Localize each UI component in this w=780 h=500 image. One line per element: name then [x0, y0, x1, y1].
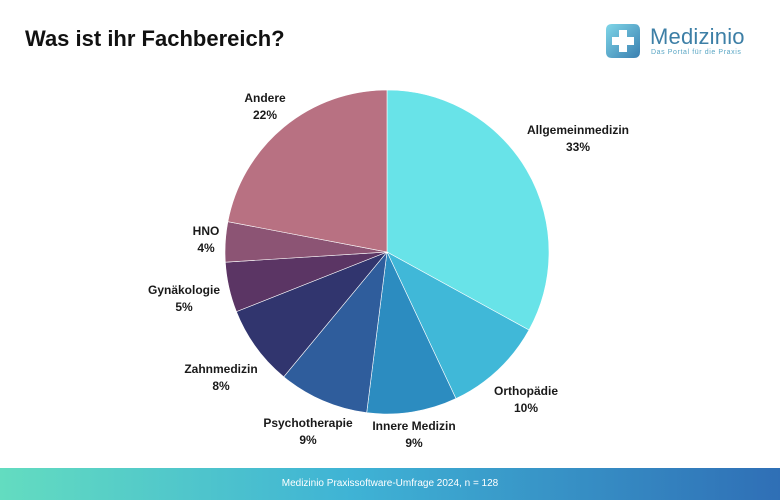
pie-slice-andere: [227, 89, 388, 253]
pie-chart: Allgemeinmedizin 33% Orthopädie 10% Innere M…: [148, 89, 629, 450]
slice-label: Psychotherapie: [263, 416, 353, 430]
slice-percent: 4%: [197, 241, 215, 255]
pie-slice-innere-medizin: [366, 250, 457, 415]
slice-percent: 8%: [212, 379, 230, 393]
slice-label: Gynäkologie: [148, 283, 220, 297]
pie-slice-allgemeinmedizin: [386, 89, 550, 331]
slice-label: HNO: [193, 224, 220, 238]
slice-percent: 5%: [175, 300, 193, 314]
pie-slice-psychotherapie: [283, 251, 388, 414]
footer-bar: Medizinio Praxissoftware-Umfrage 2024, n…: [0, 468, 780, 500]
slice-label: Andere: [244, 91, 286, 105]
slice-label: Orthopädie: [494, 384, 558, 398]
slice-label: Zahnmedizin: [184, 362, 257, 376]
slice-label: Allgemeinmedizin: [527, 123, 629, 137]
pie-slice-orthop-die: [386, 251, 530, 399]
logo-name: Medizinio: [650, 24, 745, 49]
medizinio-logo: Medizinio Das Portal für die Praxis: [604, 22, 764, 64]
logo-tagline: Das Portal für die Praxis: [651, 49, 742, 56]
chart-title: Was ist ihr Fachbereich?: [25, 26, 285, 51]
slice-percent: 9%: [299, 433, 317, 447]
slice-label: Innere Medizin: [372, 419, 455, 433]
slice-percent: 10%: [514, 401, 538, 415]
medical-cross-icon: [606, 24, 640, 58]
slice-percent: 9%: [405, 436, 423, 450]
footer-source: Medizinio Praxissoftware-Umfrage 2024, n…: [281, 478, 499, 489]
slice-percent: 22%: [253, 108, 277, 122]
slice-percent: 33%: [566, 140, 590, 154]
